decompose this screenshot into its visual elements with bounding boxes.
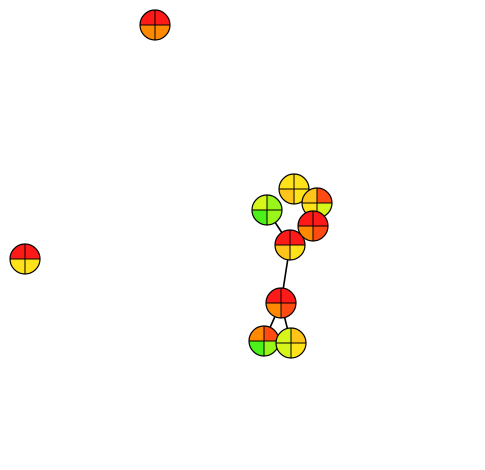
- node-n4-quadrant-tl: [302, 188, 317, 203]
- node-n7-quadrant-tl: [275, 230, 290, 245]
- node-n1-quadrant-tr: [155, 10, 170, 25]
- node-n5[interactable]: [251, 194, 283, 226]
- node-n10-outline: [275, 327, 307, 359]
- node-n5-quadrant-bl: [252, 210, 267, 225]
- node-n5-quadrant-tl: [252, 195, 267, 210]
- node-n10-quadrant-tr: [291, 328, 306, 343]
- node-n6-quadrant-tl: [298, 211, 313, 226]
- node-n8[interactable]: [265, 287, 297, 319]
- node-n1-quadrant-tl: [140, 10, 155, 25]
- node-n8-quadrant-bl: [266, 303, 281, 318]
- node-n7-quadrant-bl: [275, 245, 290, 260]
- node-n2-outline: [9, 243, 41, 275]
- node-n7-quadrant-br: [290, 245, 305, 260]
- node-n9-quadrant-bl: [249, 341, 264, 356]
- node-n6-quadrant-tr: [313, 211, 328, 226]
- node-n1[interactable]: [139, 9, 171, 41]
- node-n7[interactable]: [274, 229, 306, 261]
- node-n6-outline: [297, 210, 329, 242]
- node-n10-quadrant-br: [291, 343, 306, 358]
- node-n10-quadrant-bl: [276, 343, 291, 358]
- node-n8-quadrant-br: [281, 303, 296, 318]
- node-n7-outline: [274, 229, 306, 261]
- nodes-layer: [9, 9, 333, 359]
- node-n2-quadrant-tr: [25, 244, 40, 259]
- node-n2[interactable]: [9, 243, 41, 275]
- node-n9-quadrant-tl: [249, 326, 264, 341]
- node-n10-quadrant-tl: [276, 328, 291, 343]
- node-n3-quadrant-bl: [279, 189, 294, 204]
- node-n1-outline: [139, 9, 171, 41]
- node-n2-quadrant-tl: [10, 244, 25, 259]
- node-n9-quadrant-tr: [264, 326, 279, 341]
- node-n8-quadrant-tl: [266, 288, 281, 303]
- node-n1-quadrant-bl: [140, 25, 155, 40]
- node-n10[interactable]: [275, 327, 307, 359]
- node-n7-quadrant-tr: [290, 230, 305, 245]
- node-n3-quadrant-tr: [294, 174, 309, 189]
- node-n4-quadrant-tr: [317, 188, 332, 203]
- node-n6-quadrant-br: [313, 226, 328, 241]
- node-n8-outline: [265, 287, 297, 319]
- node-n1-quadrant-br: [155, 25, 170, 40]
- node-n6[interactable]: [297, 210, 329, 242]
- node-n9-quadrant-br: [264, 341, 279, 356]
- node-n3-quadrant-tl: [279, 174, 294, 189]
- node-n5-outline: [251, 194, 283, 226]
- node-n5-quadrant-tr: [267, 195, 282, 210]
- node-n5-quadrant-br: [267, 210, 282, 225]
- node-n6-quadrant-bl: [298, 226, 313, 241]
- node-n4[interactable]: [301, 187, 333, 219]
- node-n2-quadrant-bl: [10, 259, 25, 274]
- node-n8-quadrant-tr: [281, 288, 296, 303]
- node-n3-outline: [278, 173, 310, 205]
- node-n2-quadrant-br: [25, 259, 40, 274]
- node-n9[interactable]: [248, 325, 280, 357]
